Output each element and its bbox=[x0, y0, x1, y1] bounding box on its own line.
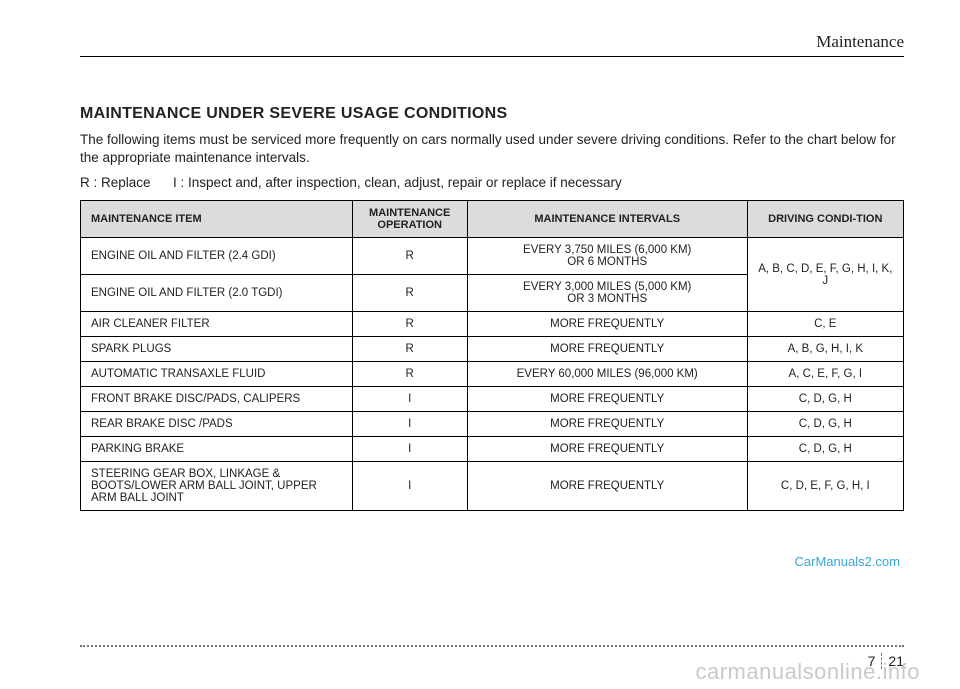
header-intervals: MAINTENANCE INTERVALS bbox=[467, 201, 747, 238]
page-title: MAINTENANCE UNDER SEVERE USAGE CONDITION… bbox=[80, 105, 904, 123]
table-row: SPARK PLUGSRMORE FREQUENTLYA, B, G, H, I… bbox=[81, 337, 904, 362]
watermark-online: carmanualsonline.info bbox=[695, 659, 920, 685]
cell-interval: EVERY 60,000 MILES (96,000 KM) bbox=[467, 362, 747, 387]
cell-interval: EVERY 3,000 MILES (5,000 KM) OR 3 MONTHS bbox=[467, 275, 747, 312]
cell-condition: C, E bbox=[747, 312, 903, 337]
cell-condition: A, B, G, H, I, K bbox=[747, 337, 903, 362]
cell-condition: C, D, E, F, G, H, I bbox=[747, 462, 903, 511]
cell-interval: MORE FREQUENTLY bbox=[467, 387, 747, 412]
table-row: AUTOMATIC TRANSAXLE FLUIDREVERY 60,000 M… bbox=[81, 362, 904, 387]
cell-interval: EVERY 3,750 MILES (6,000 KM) OR 6 MONTHS bbox=[467, 238, 747, 275]
cell-item: AUTOMATIC TRANSAXLE FLUID bbox=[81, 362, 353, 387]
cell-interval: MORE FREQUENTLY bbox=[467, 412, 747, 437]
watermark-carmanuals: CarManuals2.com bbox=[795, 554, 901, 569]
cell-item: AIR CLEANER FILTER bbox=[81, 312, 353, 337]
legend-text: R : Replace I : Inspect and, after inspe… bbox=[80, 175, 904, 190]
cell-condition: C, D, G, H bbox=[747, 437, 903, 462]
cell-operation: I bbox=[352, 462, 467, 511]
cell-operation: I bbox=[352, 412, 467, 437]
cell-operation: R bbox=[352, 238, 467, 275]
cell-operation: R bbox=[352, 312, 467, 337]
cell-item: FRONT BRAKE DISC/PADS, CALIPERS bbox=[81, 387, 353, 412]
cell-item: REAR BRAKE DISC /PADS bbox=[81, 412, 353, 437]
cell-item: PARKING BRAKE bbox=[81, 437, 353, 462]
header-condition: DRIVING CONDI-TION bbox=[747, 201, 903, 238]
table-row: ENGINE OIL AND FILTER (2.4 GDI)REVERY 3,… bbox=[81, 238, 904, 275]
cell-interval: MORE FREQUENTLY bbox=[467, 437, 747, 462]
cell-item: SPARK PLUGS bbox=[81, 337, 353, 362]
cell-operation: R bbox=[352, 275, 467, 312]
cell-item: STEERING GEAR BOX, LINKAGE & BOOTS/LOWER… bbox=[81, 462, 353, 511]
cell-operation: I bbox=[352, 437, 467, 462]
cell-operation: I bbox=[352, 387, 467, 412]
cell-item: ENGINE OIL AND FILTER (2.0 TGDI) bbox=[81, 275, 353, 312]
table-row: PARKING BRAKEIMORE FREQUENTLYC, D, G, H bbox=[81, 437, 904, 462]
table-row: FRONT BRAKE DISC/PADS, CALIPERSIMORE FRE… bbox=[81, 387, 904, 412]
cell-item: ENGINE OIL AND FILTER (2.4 GDI) bbox=[81, 238, 353, 275]
maintenance-table: MAINTENANCE ITEM MAINTENANCE OPERATION M… bbox=[80, 200, 904, 511]
intro-paragraph: The following items must be serviced mor… bbox=[80, 131, 904, 167]
table-row: STEERING GEAR BOX, LINKAGE & BOOTS/LOWER… bbox=[81, 462, 904, 511]
cell-operation: R bbox=[352, 362, 467, 387]
cell-interval: MORE FREQUENTLY bbox=[467, 462, 747, 511]
section-header: Maintenance bbox=[80, 32, 904, 57]
table-row: AIR CLEANER FILTERRMORE FREQUENTLYC, E bbox=[81, 312, 904, 337]
cell-condition: C, D, G, H bbox=[747, 412, 903, 437]
cell-condition: C, D, G, H bbox=[747, 387, 903, 412]
cell-condition: A, B, C, D, E, F, G, H, I, K, J bbox=[747, 238, 903, 312]
cell-condition: A, C, E, F, G, I bbox=[747, 362, 903, 387]
header-item: MAINTENANCE ITEM bbox=[81, 201, 353, 238]
cell-operation: R bbox=[352, 337, 467, 362]
table-row: REAR BRAKE DISC /PADSIMORE FREQUENTLYC, … bbox=[81, 412, 904, 437]
header-operation: MAINTENANCE OPERATION bbox=[352, 201, 467, 238]
cell-interval: MORE FREQUENTLY bbox=[467, 312, 747, 337]
cell-interval: MORE FREQUENTLY bbox=[467, 337, 747, 362]
